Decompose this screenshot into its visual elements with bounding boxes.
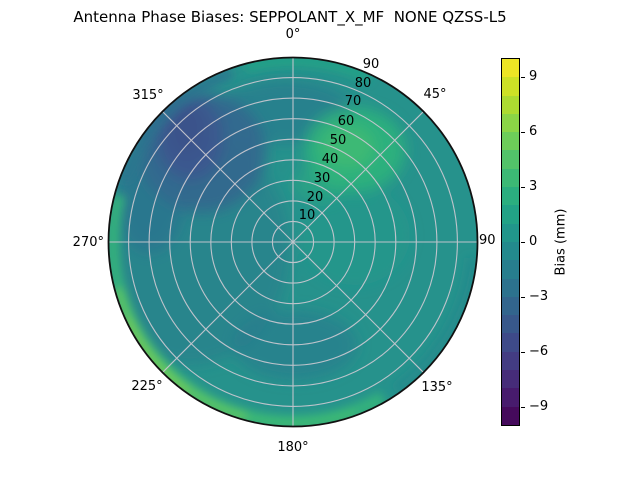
polar-outline <box>107 56 479 428</box>
colorbar-segment <box>502 278 519 297</box>
angular-label-315: 315° <box>132 88 163 103</box>
colorbar-segment <box>502 150 519 169</box>
colorbar-segment <box>502 168 519 188</box>
polar-grid <box>108 57 478 427</box>
colorbar-segment <box>502 223 519 242</box>
colorbar-ticklabel-m3: −3 <box>529 288 549 304</box>
colorbar-tick <box>521 242 525 243</box>
angular-label-225: 225° <box>131 379 162 394</box>
angular-label-270: 270° <box>73 235 104 250</box>
colorbar-tick <box>521 132 525 133</box>
colorbar-segment <box>502 205 519 224</box>
radial-label-20: 20 <box>307 190 324 205</box>
colorbar-tick <box>521 77 525 78</box>
radial-label-10: 10 <box>299 208 316 223</box>
colorbar-segment <box>502 296 519 316</box>
colorbar-segment <box>502 241 519 261</box>
colorbar-ticklabel-6: 6 <box>529 123 538 139</box>
colorbar-segment <box>502 132 519 151</box>
colorbar-ticklabel-m9: −9 <box>529 398 549 414</box>
radial-tick-labels: 10 20 30 40 50 60 70 80 90 <box>299 57 380 223</box>
colorbar-segment <box>502 113 519 133</box>
colorbar-segment <box>502 406 519 425</box>
colorbar <box>501 58 520 426</box>
chart-title: Antenna Phase Biases: SEPPOLANT_X_MF NON… <box>73 8 507 26</box>
colorbar-tick <box>521 352 525 353</box>
colorbar-segment <box>502 59 519 78</box>
colorbar-ticklabel-9: 9 <box>529 68 538 84</box>
colorbar-segment <box>502 187 519 206</box>
colorbar-segment <box>502 260 519 279</box>
colorbar-tick <box>521 187 525 188</box>
radial-label-30: 30 <box>314 171 331 186</box>
angular-label-90: 90 <box>479 233 496 248</box>
radial-label-70: 70 <box>345 94 362 109</box>
angular-label-0: 0° <box>286 27 301 42</box>
colorbar-tick <box>521 297 525 298</box>
colorbar-ticklabel-3: 3 <box>529 178 538 194</box>
angular-label-180: 180° <box>277 440 308 455</box>
colorbar-segment <box>502 370 519 389</box>
colorbar-segment <box>502 95 519 114</box>
colorbar-tick <box>521 407 525 408</box>
colorbar-ticklabel-m6: −6 <box>529 343 549 359</box>
radial-label-50: 50 <box>330 133 347 148</box>
colorbar-ticklabel-0: 0 <box>529 233 538 249</box>
angular-tick-labels: 0° 45° 90 135° 180° 225° 270° 315° <box>73 27 496 455</box>
colorbar-axis-label: Bias (mm) <box>553 208 569 276</box>
radial-label-90: 90 <box>363 57 380 72</box>
colorbar-segment <box>502 77 519 96</box>
angular-label-45: 45° <box>423 87 446 102</box>
radial-label-60: 60 <box>338 114 355 129</box>
colorbar-segment <box>502 315 519 334</box>
angular-label-135: 135° <box>421 380 452 395</box>
colorbar-segment <box>502 333 519 352</box>
colorbar-segment <box>502 351 519 371</box>
radial-label-80: 80 <box>355 76 372 91</box>
radial-label-40: 40 <box>322 152 339 167</box>
colorbar-segment <box>502 388 519 407</box>
